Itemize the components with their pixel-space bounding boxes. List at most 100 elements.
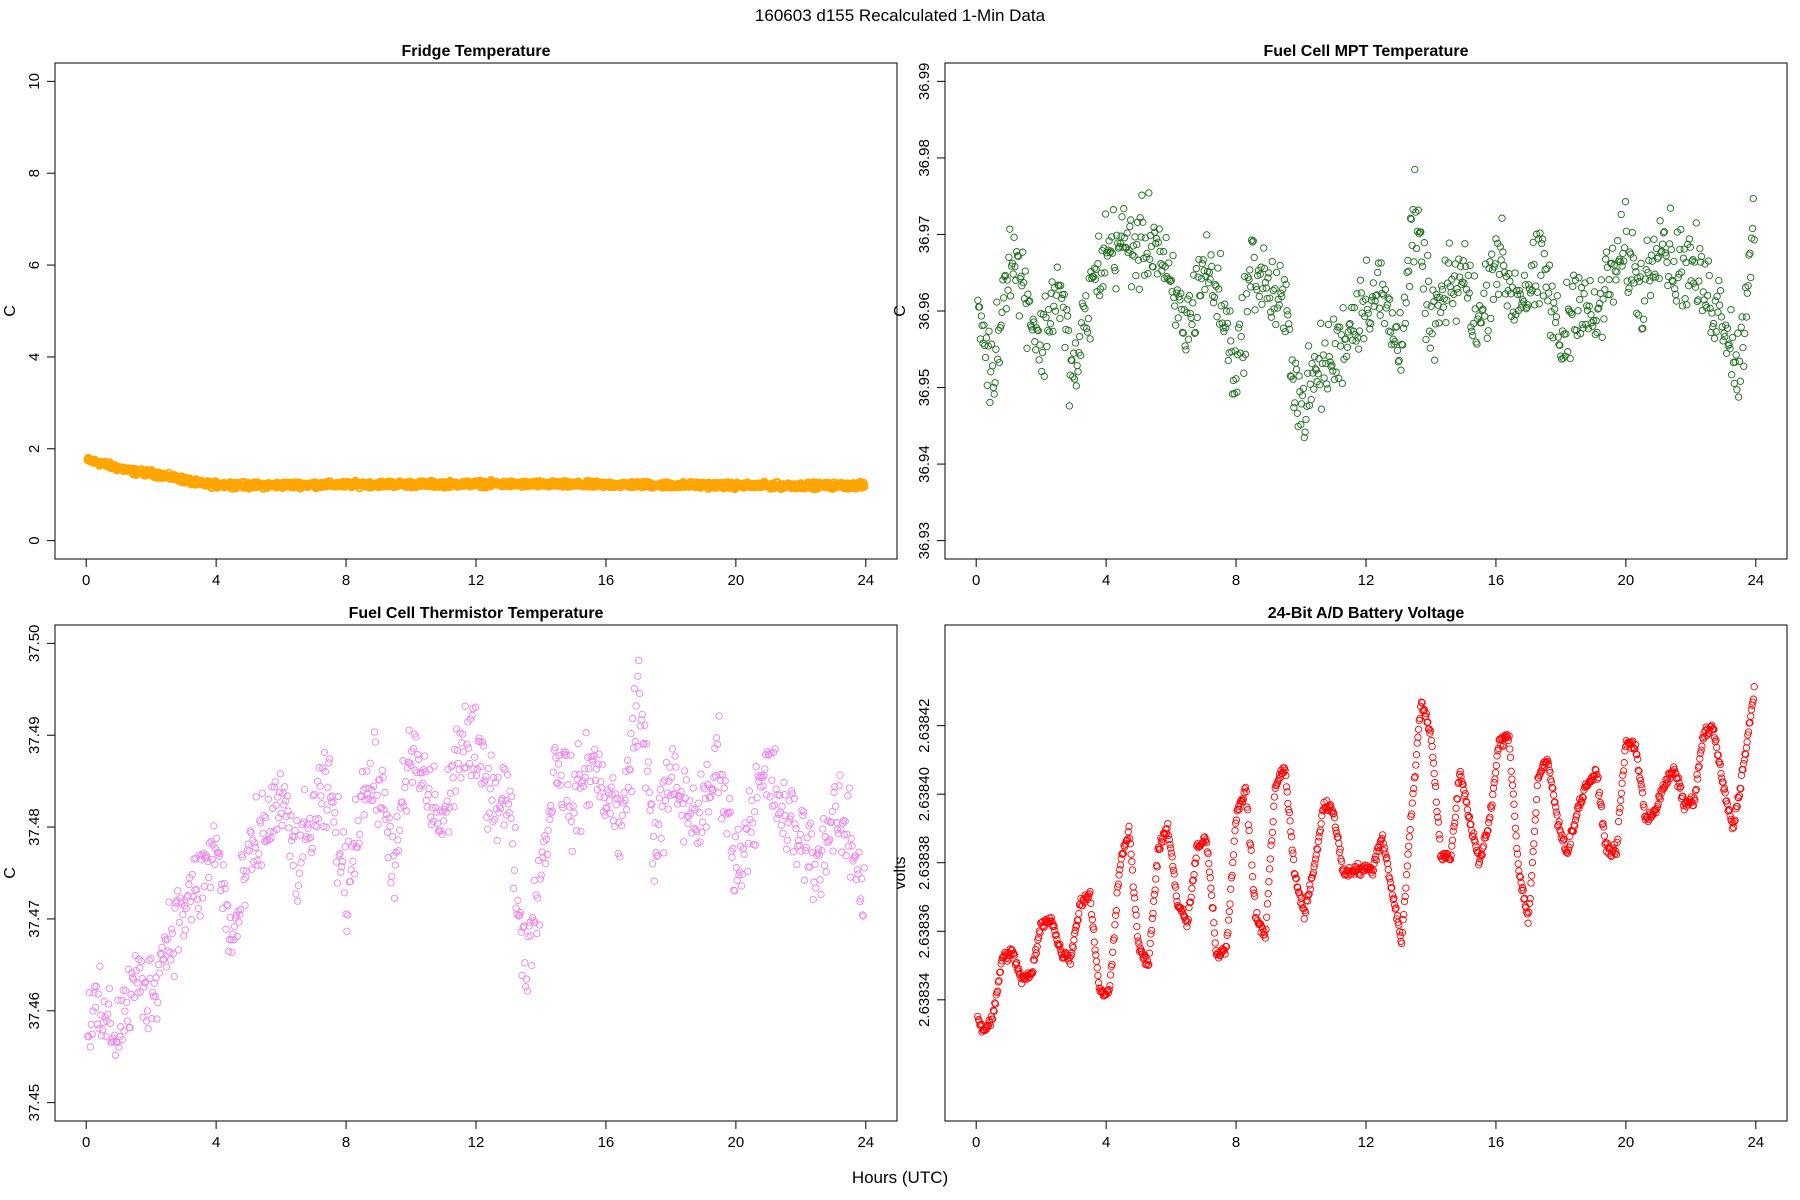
data-point [1205, 868, 1214, 876]
data-point [1527, 879, 1535, 887]
plot-frame [54, 624, 898, 1122]
data-point [1575, 274, 1583, 282]
data-point [1355, 345, 1363, 353]
data-point [1398, 928, 1407, 937]
data-point [1164, 831, 1173, 840]
data-point [212, 834, 221, 842]
data-point [1429, 753, 1437, 761]
data-point [1738, 313, 1746, 321]
data-point [1587, 310, 1595, 319]
data-point [118, 1036, 127, 1044]
data-point [500, 821, 508, 829]
data-point [143, 1007, 152, 1015]
data-point [1271, 285, 1279, 293]
data-point [790, 795, 798, 803]
data-point [1473, 340, 1481, 348]
data-point [1749, 695, 1758, 703]
data-point [743, 867, 752, 875]
data-point [773, 815, 781, 823]
data-point [737, 882, 746, 890]
data-point [1171, 883, 1180, 891]
data-point [1742, 744, 1751, 752]
data-point [1420, 705, 1428, 714]
data-point [1176, 904, 1185, 912]
data-point [1633, 309, 1641, 317]
data-point [390, 894, 399, 902]
data-point [1290, 870, 1298, 878]
data-point [1313, 845, 1322, 854]
data-point [1017, 272, 1025, 281]
data-point [1735, 792, 1744, 800]
data-point [286, 852, 294, 860]
y-tick-label: 10 [26, 73, 43, 90]
data-point [236, 910, 244, 919]
data-point [1395, 921, 1403, 929]
data-point [1614, 835, 1622, 843]
x-tick-label: 16 [1488, 1134, 1505, 1151]
data-point [388, 872, 396, 881]
data-point [292, 890, 300, 898]
data-point [1362, 256, 1371, 264]
data-point [452, 787, 460, 795]
data-point [990, 1007, 998, 1015]
data-point [1270, 793, 1279, 801]
data-point [1431, 356, 1439, 364]
data-point [1628, 228, 1637, 237]
data-point [1213, 313, 1221, 321]
data-point [801, 847, 810, 855]
data-point [1592, 766, 1600, 774]
data-point [116, 1023, 125, 1031]
data-point [1692, 785, 1700, 794]
data-point [548, 807, 557, 815]
data-point [1293, 409, 1301, 417]
data-point [766, 793, 774, 801]
data-point [1450, 290, 1458, 298]
data-point [1219, 324, 1227, 332]
data-point [1417, 228, 1425, 236]
data-point [1401, 892, 1409, 901]
data-point [629, 744, 638, 752]
data-point [785, 797, 793, 805]
data-point [1715, 301, 1724, 309]
data-point [267, 834, 275, 843]
data-point [1279, 285, 1287, 294]
data-point [1275, 301, 1283, 309]
data-point [992, 345, 1000, 353]
data-point [854, 870, 862, 878]
data-point [123, 1017, 132, 1025]
data-point [531, 918, 539, 927]
data-point [1155, 225, 1163, 233]
data-point [1265, 269, 1273, 277]
data-point [1731, 816, 1739, 824]
data-point [1482, 281, 1491, 289]
data-point [572, 827, 581, 835]
data-point [1044, 326, 1052, 335]
data-point [1232, 816, 1241, 824]
data-point [1369, 279, 1377, 287]
data-point [1500, 268, 1509, 276]
data-point [167, 925, 176, 933]
data-point [319, 764, 327, 772]
data-point [1283, 788, 1291, 796]
data-point [994, 978, 1002, 986]
data-point [740, 850, 748, 859]
data-point [1554, 822, 1562, 830]
data-point [1398, 340, 1406, 348]
data-point [1595, 304, 1603, 312]
data-point [461, 702, 469, 710]
data-point [1111, 266, 1119, 275]
data-point [1175, 293, 1183, 301]
data-point [1428, 742, 1436, 751]
data-point [341, 843, 349, 851]
y-tick-label: 36.97 [916, 216, 933, 254]
data-point [334, 792, 342, 801]
data-point [585, 765, 593, 773]
x-tick-label: 24 [857, 572, 874, 589]
data-point [248, 865, 256, 873]
data-point [827, 818, 836, 827]
data-point [1491, 260, 1499, 268]
y-axis-label: C [892, 305, 909, 317]
data-point [835, 782, 843, 790]
data-point [228, 948, 236, 957]
data-point [498, 794, 506, 803]
